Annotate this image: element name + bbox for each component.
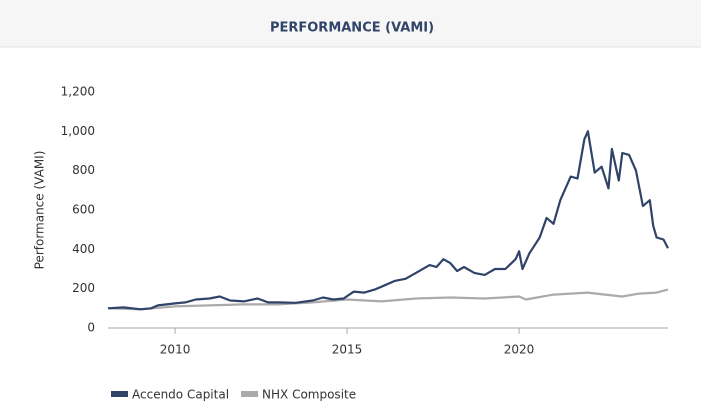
x-tick-label: 2020 [504,343,535,357]
legend-label: Accendo Capital [132,388,229,402]
x-tick-label: 2010 [160,343,191,357]
legend-swatch [111,391,128,397]
chart-title: PERFORMANCE (VAMI) [270,21,434,36]
y-tick-label: 800 [72,163,95,177]
y-tick-label: 400 [72,242,95,256]
y-axis-label: Performance (VAMI) [33,151,47,270]
y-tick-label: 200 [72,281,95,295]
y-tick-label: 600 [72,203,95,217]
series-line [107,288,669,311]
x-tick-label: 2015 [332,343,363,357]
legend-label: NHX Composite [262,388,356,402]
y-tick-label: 0 [87,321,95,335]
legend-swatch [241,391,259,397]
header-band [0,0,701,47]
series-line [107,130,669,311]
y-tick-label: 1,200 [61,85,95,99]
y-tick-label: 1,000 [61,124,95,138]
